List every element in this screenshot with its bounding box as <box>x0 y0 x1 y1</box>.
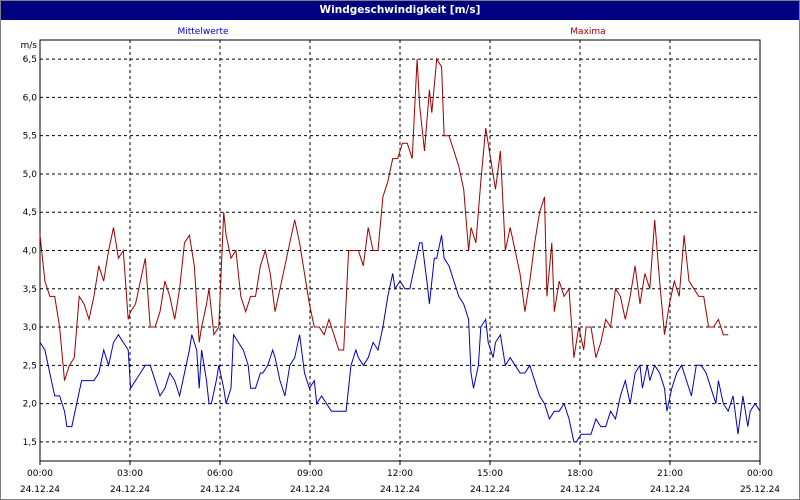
y-tick-label: 6,5 <box>23 55 37 65</box>
x-tick-date: 24.12.24 <box>650 485 690 495</box>
x-tick-time: 15:00 <box>477 469 503 479</box>
x-tick-time: 03:00 <box>117 469 143 479</box>
x-tick-time: 06:00 <box>207 469 233 479</box>
y-tick-label: 2,0 <box>23 400 38 410</box>
y-tick-label: 2,5 <box>23 361 37 371</box>
x-tick-time: 00:00 <box>747 469 773 479</box>
legend: Mittelwerte Maxima <box>177 27 605 37</box>
series-line-maxima <box>39 57 729 381</box>
axis-labels: 1,5 2,0 2,5 3,0 3,5 4,0 4,5 5,0 5,5 6,0 6,5 m/s 00:0… <box>20 41 780 495</box>
x-tick-time: 12:00 <box>387 469 413 479</box>
x-tick-date: 24.12.24 <box>290 485 330 495</box>
x-tick-date: 24.12.24 <box>560 485 600 495</box>
y-tick-label: 4,0 <box>23 247 38 257</box>
x-tick-time: 00:00 <box>27 469 53 479</box>
x-tick-time: 09:00 <box>297 469 323 479</box>
x-tick-time: 18:00 <box>567 469 593 479</box>
legend-item-mittelwerte: Mittelwerte <box>177 27 228 37</box>
y-tick-label: 5,0 <box>23 170 38 180</box>
x-tick-date: 24.12.24 <box>110 485 150 495</box>
series-lines <box>39 57 761 443</box>
grid-lines <box>39 40 761 465</box>
y-tick-label: 3,0 <box>23 323 38 333</box>
y-tick-label: 3,5 <box>23 285 37 295</box>
y-tick-label: 4,5 <box>23 208 37 218</box>
y-tick-label: 1,5 <box>23 438 37 448</box>
legend-item-maxima: Maxima <box>570 27 605 37</box>
x-tick-date: 25.12.24 <box>740 485 780 495</box>
x-tick-date: 24.12.24 <box>20 485 60 495</box>
y-tick-label: 5,5 <box>23 132 37 142</box>
x-tick-date: 24.12.24 <box>200 485 240 495</box>
series-line-mittelwerte <box>39 235 761 443</box>
x-tick-time: 21:00 <box>657 469 683 479</box>
plot-area <box>39 39 761 462</box>
y-axis-label: m/s <box>21 41 38 51</box>
x-tick-date: 24.12.24 <box>380 485 420 495</box>
chart-title: Windgeschwindigkeit [m/s] <box>1 1 799 20</box>
x-tick-date: 24.12.24 <box>470 485 510 495</box>
y-tick-label: 6,0 <box>23 93 38 103</box>
